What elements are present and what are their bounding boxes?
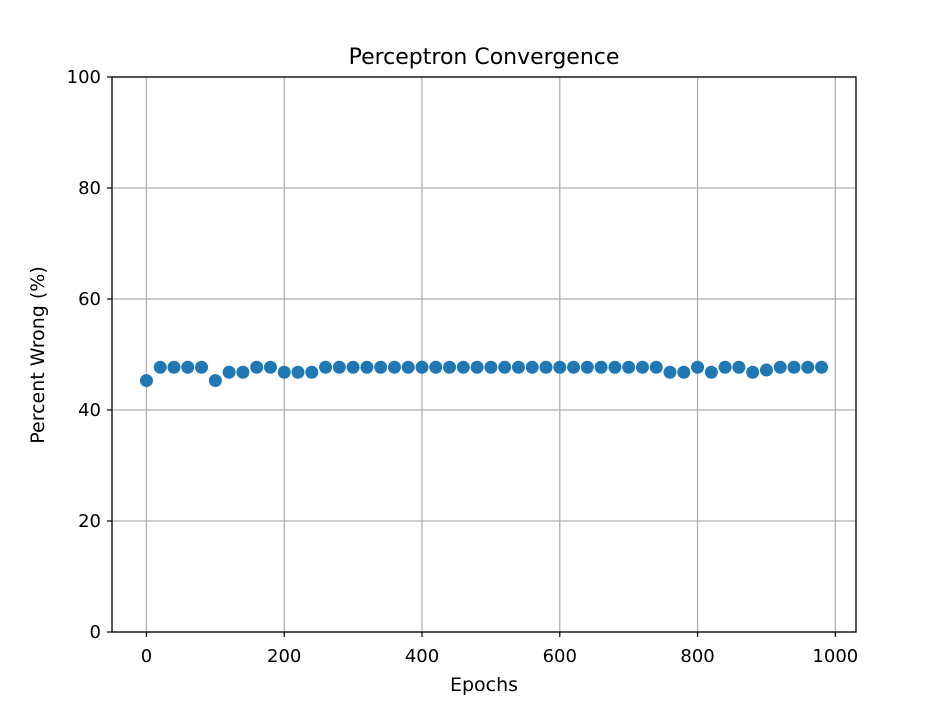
data-point [594, 360, 608, 374]
data-point [718, 360, 732, 374]
data-point [429, 360, 443, 374]
data-point [746, 365, 760, 379]
data-point [456, 360, 470, 374]
data-point [539, 360, 553, 374]
x-tick-label: 400 [405, 646, 439, 667]
data-point [801, 360, 815, 374]
data-point [401, 360, 415, 374]
y-tick-label: 80 [78, 178, 101, 199]
data-point [649, 360, 663, 374]
x-tick-label: 1000 [812, 646, 858, 667]
data-point [346, 360, 360, 374]
y-tick-label: 0 [90, 622, 101, 643]
x-tick-label: 200 [267, 646, 301, 667]
data-point [277, 365, 291, 379]
data-point [360, 360, 374, 374]
data-point [663, 365, 677, 379]
plot-frame [111, 76, 857, 633]
data-point [691, 360, 705, 374]
data-point [484, 360, 498, 374]
data-point [732, 360, 746, 374]
y-tick-label: 20 [78, 511, 101, 532]
data-point [153, 360, 167, 374]
data-point [498, 360, 512, 374]
y-tick-label: 40 [78, 400, 101, 421]
y-axis-label: Percent Wrong (%) [27, 266, 49, 444]
y-tick-label: 60 [78, 289, 101, 310]
x-axis-label: Epochs [450, 674, 518, 696]
data-point [622, 360, 636, 374]
data-point [332, 360, 346, 374]
data-point [511, 360, 525, 374]
data-point [580, 360, 594, 374]
data-point [470, 360, 484, 374]
data-point [525, 360, 539, 374]
data-point [319, 360, 333, 374]
x-tick-label: 800 [680, 646, 714, 667]
data-point [250, 360, 264, 374]
y-tick-label: 100 [67, 67, 101, 88]
data-point [635, 360, 649, 374]
chart-title: Perceptron Convergence [349, 45, 620, 70]
data-point [443, 360, 457, 374]
data-point [759, 363, 773, 377]
data-point [773, 360, 787, 374]
y-axis-ticks: 0 20 40 60 80 100 [67, 67, 112, 643]
data-point [387, 360, 401, 374]
data-point [608, 360, 622, 374]
data-point [222, 365, 236, 379]
data-point [677, 365, 691, 379]
data-point [815, 360, 829, 374]
data-point [704, 365, 718, 379]
data-point [236, 365, 250, 379]
data-point [263, 360, 277, 374]
data-point [181, 360, 195, 374]
data-point [415, 360, 429, 374]
x-tick-label: 600 [543, 646, 577, 667]
x-axis-ticks: 0 200 400 600 800 1000 [141, 632, 858, 667]
data-point [787, 360, 801, 374]
data-points [139, 360, 829, 388]
data-point [195, 360, 209, 374]
data-point [291, 365, 305, 379]
data-point [305, 365, 319, 379]
data-point [374, 360, 388, 374]
grid-lines [112, 76, 856, 633]
x-tick-label: 0 [141, 646, 152, 667]
data-point [567, 360, 581, 374]
data-point [208, 374, 222, 388]
data-point [139, 374, 153, 388]
data-point [553, 360, 567, 374]
data-point [167, 360, 181, 374]
